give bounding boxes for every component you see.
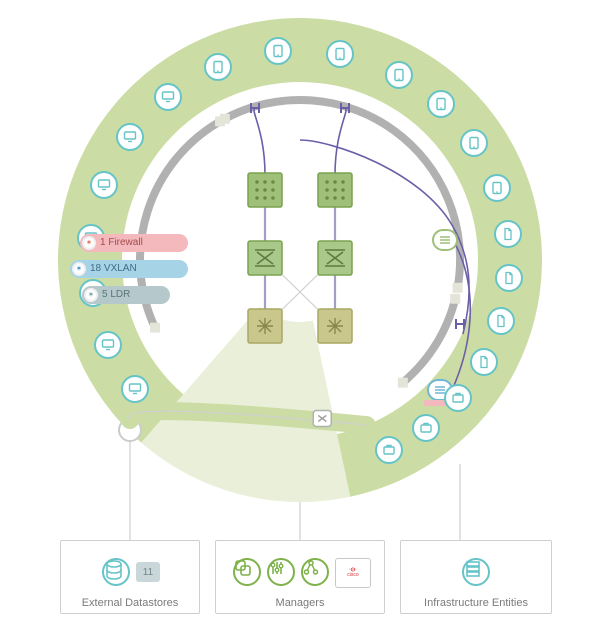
topo-node-coreL[interactable] bbox=[248, 173, 282, 207]
category-pill[interactable]: ✶ 5 LDR bbox=[82, 286, 170, 304]
ring-node[interactable] bbox=[264, 37, 292, 65]
ring-node[interactable] bbox=[90, 171, 118, 199]
pill-icon: ✶ bbox=[72, 262, 86, 276]
ring-node[interactable] bbox=[204, 53, 232, 81]
ring-node[interactable] bbox=[427, 90, 455, 118]
ring-node[interactable] bbox=[412, 414, 440, 442]
topo-node-leafR[interactable] bbox=[318, 309, 352, 343]
topo-node-coreR[interactable] bbox=[318, 173, 352, 207]
panel-label: Managers bbox=[216, 597, 384, 609]
arc-widget[interactable] bbox=[433, 230, 457, 250]
ring-node[interactable] bbox=[385, 61, 413, 89]
panel-label: Infrastructure Entities bbox=[401, 597, 551, 609]
panel-label: External Datastores bbox=[61, 597, 199, 609]
sliders-icon[interactable] bbox=[267, 558, 295, 586]
topo-node-swR[interactable] bbox=[318, 241, 352, 275]
pill-label: 18 VXLAN bbox=[90, 263, 137, 274]
stack-icon[interactable] bbox=[462, 558, 490, 586]
ring-node[interactable] bbox=[154, 83, 182, 111]
ring-node[interactable] bbox=[470, 348, 498, 376]
pill-icon: ✶ bbox=[84, 288, 98, 302]
vm-icon[interactable] bbox=[233, 558, 261, 586]
cisco-icon[interactable]: ·ı|ı·cisco bbox=[335, 558, 371, 588]
db-icon[interactable] bbox=[102, 558, 130, 586]
ring-node[interactable] bbox=[375, 436, 403, 464]
pill-label: 5 LDR bbox=[102, 289, 130, 300]
ring-node[interactable] bbox=[460, 129, 488, 157]
panel-datastores[interactable]: External Datastores bbox=[60, 540, 200, 614]
category-pill[interactable]: ✶ 18 VXLAN bbox=[70, 260, 188, 278]
ring-node[interactable] bbox=[326, 40, 354, 68]
category-pill[interactable]: ✶ 1 Firewall bbox=[80, 234, 188, 252]
count-chip: 11 bbox=[136, 562, 160, 582]
pill-label: 1 Firewall bbox=[100, 237, 143, 248]
topo-node-swL[interactable] bbox=[248, 241, 282, 275]
topo-node-leafL[interactable] bbox=[248, 309, 282, 343]
ring-node[interactable] bbox=[121, 375, 149, 403]
graph-icon[interactable] bbox=[301, 558, 329, 586]
ring-node[interactable] bbox=[116, 123, 144, 151]
pill-icon: ✶ bbox=[82, 236, 96, 250]
